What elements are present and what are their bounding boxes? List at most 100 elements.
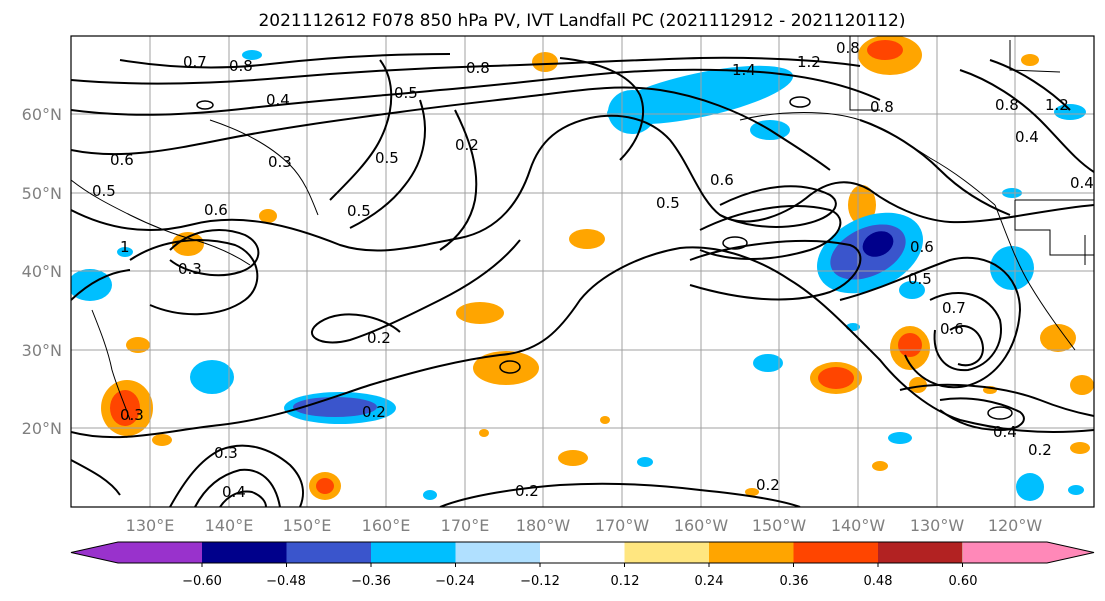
contour-label: 0.2 bbox=[756, 476, 780, 494]
pv-negative-blob bbox=[637, 457, 653, 467]
contour-label: 0.8 bbox=[995, 96, 1019, 114]
contour-label: 1 bbox=[120, 238, 130, 256]
colorbar-tick-label: 0.48 bbox=[864, 574, 893, 589]
contour-label: 0.3 bbox=[214, 444, 238, 462]
colorbar-outline bbox=[70, 541, 1095, 564]
pv-negative-blob bbox=[990, 246, 1034, 290]
pv-negative-blob bbox=[753, 354, 783, 372]
pv-positive-blob bbox=[558, 450, 588, 466]
contour-label: 0.2 bbox=[455, 136, 479, 154]
pv-negative-blob bbox=[899, 281, 925, 299]
lon-label: 120°W bbox=[988, 516, 1043, 535]
contour-label: 0.2 bbox=[515, 482, 539, 500]
colorbar-tick-label: −0.48 bbox=[266, 574, 306, 589]
pv-negative-blob bbox=[423, 490, 437, 500]
latitude-labels: 20°N 30°N 40°N 50°N 60°N bbox=[22, 105, 62, 438]
contour-label: 0.4 bbox=[266, 91, 290, 109]
pv-positive-blob bbox=[872, 461, 888, 471]
pv-negative-blob bbox=[1068, 485, 1084, 495]
colorbar-swatch bbox=[455, 542, 540, 563]
contour-label: 0.6 bbox=[910, 238, 934, 256]
colorbar-tick-label: −0.60 bbox=[182, 574, 222, 589]
pv-positive-blob bbox=[456, 302, 504, 324]
contour-label: 0.6 bbox=[110, 151, 134, 169]
pv-positive-blob bbox=[600, 416, 610, 424]
colorbar-swatch bbox=[371, 542, 456, 563]
lon-label: 130°E bbox=[126, 516, 175, 535]
contour-label: 0.8 bbox=[836, 39, 860, 57]
map-frame bbox=[70, 35, 1095, 508]
contour-label: 0.3 bbox=[120, 406, 144, 424]
contour-label: 0.8 bbox=[229, 57, 253, 75]
pv-negative-blob bbox=[190, 360, 234, 394]
ivt-contours bbox=[71, 53, 1094, 507]
lon-label: 160°E bbox=[362, 516, 411, 535]
pv-negative-core bbox=[862, 231, 894, 257]
colorbar-swatch bbox=[540, 542, 625, 563]
contour-label: 0.7 bbox=[183, 53, 207, 71]
contour-label: 0.5 bbox=[656, 194, 680, 212]
lat-label: 40°N bbox=[22, 262, 62, 281]
colorbar-swatch bbox=[286, 542, 371, 563]
lon-label: 150°W bbox=[752, 516, 807, 535]
pv-positive-blob bbox=[1021, 54, 1039, 66]
colorbar-tick-label: 0.36 bbox=[780, 574, 809, 589]
pv-negative-blob bbox=[608, 90, 656, 134]
pv-negative-blob bbox=[242, 50, 262, 60]
contour-label: 0.5 bbox=[375, 149, 399, 167]
contour-label: 0.7 bbox=[942, 299, 966, 317]
contour-label: 0.4 bbox=[993, 423, 1017, 441]
contour-label: 0.5 bbox=[908, 270, 932, 288]
colorbar-extend-max bbox=[1047, 542, 1094, 563]
pv-positive-blob bbox=[909, 377, 927, 393]
lat-label: 50°N bbox=[22, 184, 62, 203]
lat-label: 60°N bbox=[22, 105, 62, 124]
contour-label: 0.3 bbox=[268, 153, 292, 171]
pv-negative-blob bbox=[1054, 104, 1086, 120]
contour-label: 1.2 bbox=[1045, 96, 1069, 114]
pv-negative-core bbox=[293, 397, 377, 417]
contour-label: 0.8 bbox=[466, 59, 490, 77]
contour-label: 0.6 bbox=[710, 171, 734, 189]
colorbar bbox=[70, 541, 1095, 567]
lat-label: 20°N bbox=[22, 419, 62, 438]
colorbar-swatch bbox=[963, 542, 1047, 563]
lon-label: 130°W bbox=[910, 516, 965, 535]
colorbar-tick-label: 0.12 bbox=[611, 574, 640, 589]
lon-label: 150°E bbox=[283, 516, 332, 535]
ivt-minor-contours bbox=[196, 96, 1013, 420]
pv-positive-blob bbox=[1070, 442, 1090, 454]
lat-label: 30°N bbox=[22, 341, 62, 360]
contour-label: 0.6 bbox=[940, 320, 964, 338]
pv-positive-blob bbox=[745, 488, 759, 496]
contour-label: 0.6 bbox=[204, 201, 228, 219]
colorbar-swatch bbox=[624, 542, 709, 563]
lon-label: 170°E bbox=[441, 516, 490, 535]
colorbar-ticks: −0.60 −0.48 −0.36 −0.24 −0.12 0.12 0.24 … bbox=[182, 574, 977, 589]
colorbar-tick-label: −0.24 bbox=[435, 574, 475, 589]
contour-label: 1.4 bbox=[732, 61, 756, 79]
pv-positive-core bbox=[818, 367, 854, 389]
colorbar-tick-label: 0.24 bbox=[695, 574, 724, 589]
pv-shading bbox=[71, 36, 1094, 501]
pv-positive-blob bbox=[473, 351, 539, 385]
colorbar-swatch bbox=[118, 542, 202, 563]
pv-positive-blob bbox=[172, 232, 204, 256]
colorbar-swatch bbox=[202, 542, 287, 563]
pv-positive-blob bbox=[848, 185, 876, 225]
pv-positive-blob bbox=[569, 229, 605, 249]
pv-positive-blob bbox=[259, 209, 277, 223]
lon-label: 140°E bbox=[205, 516, 254, 535]
pv-positive-blob bbox=[532, 52, 558, 72]
pv-positive-core bbox=[867, 40, 903, 60]
colorbar-tick-label: 0.60 bbox=[949, 574, 978, 589]
lon-label: 170°W bbox=[595, 516, 650, 535]
pv-positive-core bbox=[898, 333, 922, 357]
colorbar-swatch bbox=[709, 542, 794, 563]
colorbar-tick-label: −0.36 bbox=[351, 574, 391, 589]
contour-label: 0.5 bbox=[347, 202, 371, 220]
contour-label: 1.2 bbox=[797, 53, 821, 71]
contour-label: 0.5 bbox=[92, 182, 116, 200]
colorbar-swatch bbox=[878, 542, 963, 563]
lon-label: 140°W bbox=[831, 516, 886, 535]
